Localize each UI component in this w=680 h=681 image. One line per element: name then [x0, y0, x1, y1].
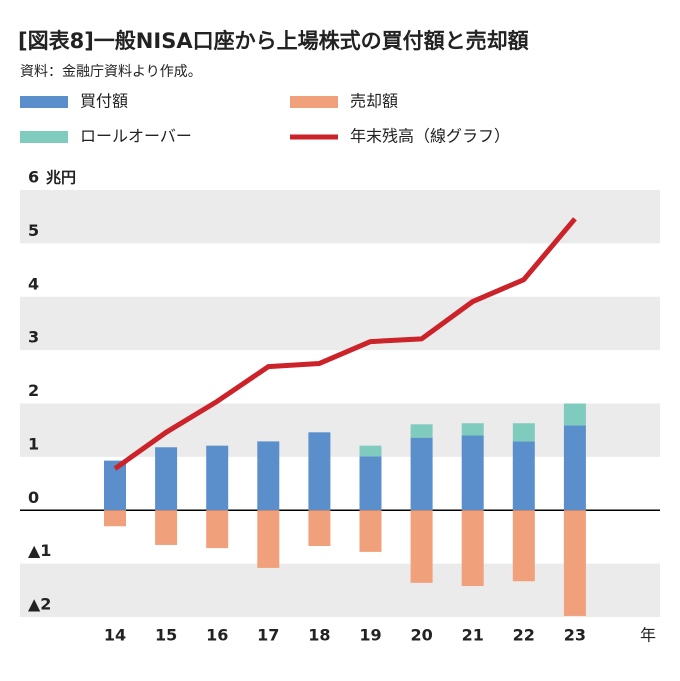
bar — [410, 437, 433, 511]
legend-label: 売却額 — [350, 92, 398, 111]
bar — [359, 510, 382, 552]
bar — [563, 425, 586, 511]
y-tick-label: 2 — [28, 381, 39, 400]
band — [20, 403, 660, 457]
x-tick-label: 15 — [155, 626, 177, 645]
x-tick-label: 17 — [257, 626, 279, 645]
y-tick-label: ▲1 — [28, 541, 51, 560]
legend-label: 年末残高（線グラフ） — [350, 127, 510, 146]
y-tick-label: 4 — [28, 274, 39, 293]
bar — [461, 423, 484, 436]
y-tick-label: ▲2 — [28, 595, 51, 614]
bar — [563, 403, 586, 426]
x-tick-label: 20 — [410, 626, 432, 645]
legend-swatch — [20, 96, 68, 108]
chart-title: [図表8]一般NISA口座から上場株式の買付額と売却額 — [18, 29, 529, 53]
bar — [512, 423, 535, 442]
x-tick-label: 22 — [513, 626, 535, 645]
bar — [461, 510, 484, 587]
chart-subtitle: 資料：金融庁資料より作成。 — [20, 64, 202, 80]
bar — [461, 435, 484, 511]
bar — [206, 445, 229, 511]
x-tick-label: 23 — [564, 626, 586, 645]
band — [20, 190, 660, 244]
bar — [512, 441, 535, 511]
bar — [410, 424, 433, 438]
line — [113, 217, 577, 471]
x-tick-label: 16 — [206, 626, 228, 645]
bar — [104, 510, 126, 527]
x-tick-label: 14 — [104, 626, 126, 645]
legend-label: ロールオーバー — [80, 127, 192, 146]
legend-swatch — [290, 96, 338, 108]
y-tick-label: 0 — [28, 488, 39, 507]
bar — [206, 510, 229, 549]
x-tick-label: 19 — [359, 626, 381, 645]
x-tick-label: 21 — [462, 626, 484, 645]
bar — [308, 510, 331, 547]
bar — [155, 510, 178, 545]
bar — [308, 432, 331, 511]
band — [20, 296, 660, 351]
bar — [359, 445, 382, 457]
bar — [410, 510, 433, 583]
y-unit: 兆円 — [46, 169, 76, 187]
bar — [257, 441, 280, 511]
x-unit: 年 — [640, 626, 656, 645]
bar — [563, 510, 586, 616]
bar — [104, 460, 126, 511]
bar — [155, 447, 178, 511]
y-tick-label: 6 — [28, 168, 39, 187]
legend-swatch — [20, 131, 68, 143]
y-tick-label: 3 — [28, 328, 39, 347]
bar — [359, 456, 382, 511]
bar — [257, 510, 280, 568]
x-tick-label: 18 — [308, 626, 330, 645]
bar — [512, 510, 535, 582]
legend-label: 買付額 — [80, 92, 128, 111]
band — [20, 563, 660, 617]
y-tick-label: 1 — [28, 434, 39, 453]
y-tick-label: 5 — [28, 221, 39, 240]
